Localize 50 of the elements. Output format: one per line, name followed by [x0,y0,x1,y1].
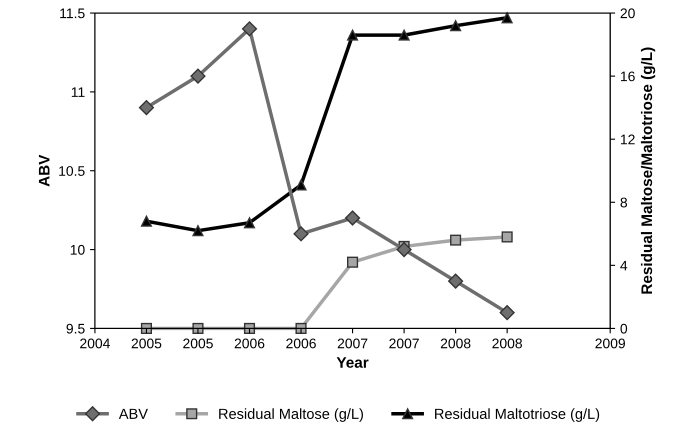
point [347,256,358,268]
x-tick-label: 2005 [132,338,162,348]
point [293,226,309,242]
point [502,231,513,243]
y2-tick-label: 12 [620,134,635,144]
x-tick-label: 2008 [440,338,470,348]
point [448,274,464,289]
y-tick-label: 10 [70,244,85,255]
y-tick-label: 11 [72,87,85,97]
point [295,179,307,190]
x-tick-label: 2006 [234,338,264,348]
y2-tick-label: 16 [620,71,635,82]
point [138,100,154,116]
y-tick-label: 9.5 [66,324,85,334]
point [192,225,204,236]
x-tick-label: 2008 [492,338,522,348]
y2-tick-label: 0 [620,324,628,334]
x-tick-label: 2007 [389,338,419,348]
point [244,217,256,228]
y-axis-title: ABV [38,154,50,186]
point [140,322,152,334]
y2-axis-title: Residual Maltose/Maltotriose (g/L) [640,48,656,294]
point [450,20,462,32]
legend-label: Residual Maltotriose (g/L) [435,408,600,422]
point [140,216,152,227]
point [192,322,204,334]
x-tick-label: 2007 [338,338,368,348]
point [295,322,307,334]
y2-tick-label: 4 [620,260,628,270]
y-tick-label: 11.5 [60,8,85,18]
point [344,210,360,226]
x-tick-label: 2005 [183,338,213,348]
x-tick-label: 2006 [286,338,316,348]
point [242,21,258,36]
y2-tick-label: 20 [620,8,635,18]
point [502,12,513,24]
y2-tick-label: 8 [620,198,628,208]
point [450,234,462,246]
point [500,305,515,320]
legend-label: ABV [118,408,148,419]
point [347,30,358,41]
y-tick-label: 10.5 [59,166,85,176]
x-axis-title: Year [336,357,368,368]
legend-label: Residual Maltose (g/L) [219,408,363,422]
x-tick-label: 2004 [80,338,110,348]
point [396,242,412,258]
point [244,322,256,334]
point [398,30,410,41]
point [190,68,206,84]
x-tick-label: 2009 [595,338,625,348]
